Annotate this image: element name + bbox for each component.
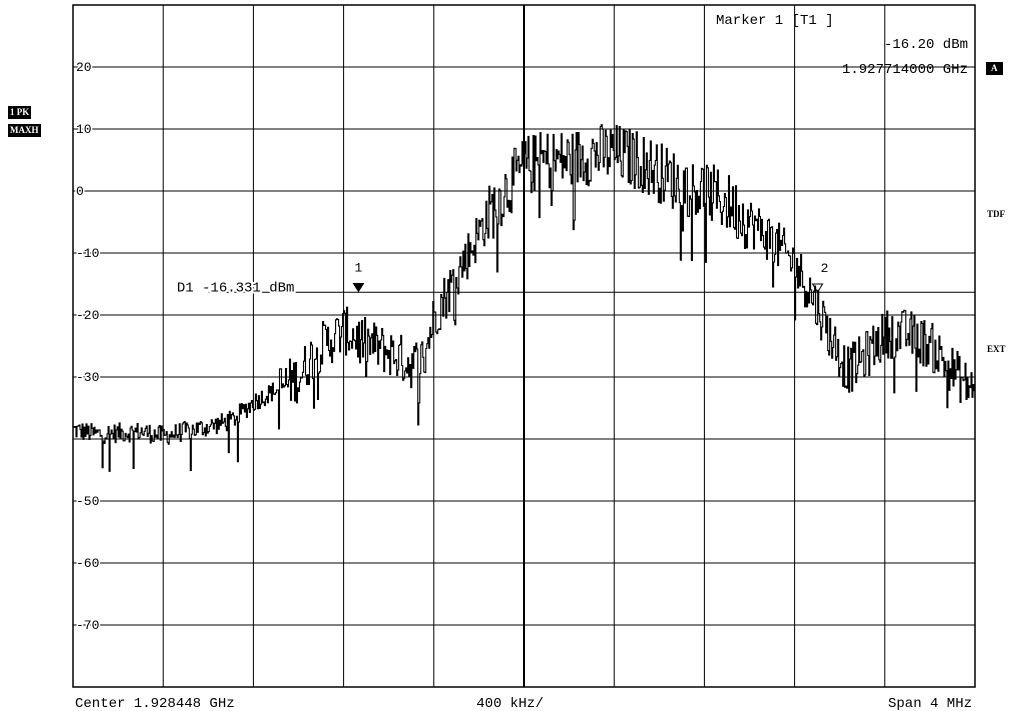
graticule-grid xyxy=(73,5,975,687)
plot-frame xyxy=(72,4,976,688)
marker-1-symbol xyxy=(352,282,365,293)
marker-readout-title: Marker 1 [T1 ] xyxy=(716,13,834,29)
trace-a-badge: A xyxy=(986,62,1003,75)
y-tick-label: 10 xyxy=(76,122,92,137)
marker-readout-frequency: 1.927714000 GHz xyxy=(842,62,968,78)
center-frequency: Center 1.928448 GHz xyxy=(75,696,235,711)
y-axis-tick-labels: 20 10 0 -10 -20 -30 -50 -60 -70 xyxy=(75,59,101,635)
y-tick-label: -60 xyxy=(76,556,99,571)
y-tick-label: -70 xyxy=(76,618,99,633)
y-tick-label: -50 xyxy=(76,494,99,509)
footer-annotations: Center 1.928448 GHz 400 kHz/ Span 4 MHz xyxy=(75,696,972,711)
marker-2-symbol xyxy=(811,283,824,294)
y-tick-label: -30 xyxy=(76,370,99,385)
display-line-d1: D1 -16.331 dBm xyxy=(175,278,975,298)
trace-detector-badge: 1 PK xyxy=(8,106,32,119)
trace-mode-badge: MAXH xyxy=(8,124,41,137)
y-tick-label: 20 xyxy=(76,60,92,75)
marker-readout: Marker 1 [T1 ] -16.20 dBm 1.927714000 GH… xyxy=(716,13,968,78)
span: Span 4 MHz xyxy=(888,696,972,711)
y-tick-label: -20 xyxy=(76,308,99,323)
marker-1-label: 1 xyxy=(354,260,362,275)
trace-1-maxhold xyxy=(73,124,976,472)
ext-badge: EXT xyxy=(985,343,1008,356)
display-line-label: D1 -16.331 dBm xyxy=(177,280,295,296)
marker-readout-level: -16.20 dBm xyxy=(884,37,968,53)
marker-2-label: 2 xyxy=(821,261,829,276)
y-tick-label: 0 xyxy=(76,184,84,199)
tdf-badge: TDF xyxy=(985,208,1007,221)
frequency-per-division: 400 kHz/ xyxy=(476,696,543,711)
y-tick-label: -10 xyxy=(76,246,99,261)
